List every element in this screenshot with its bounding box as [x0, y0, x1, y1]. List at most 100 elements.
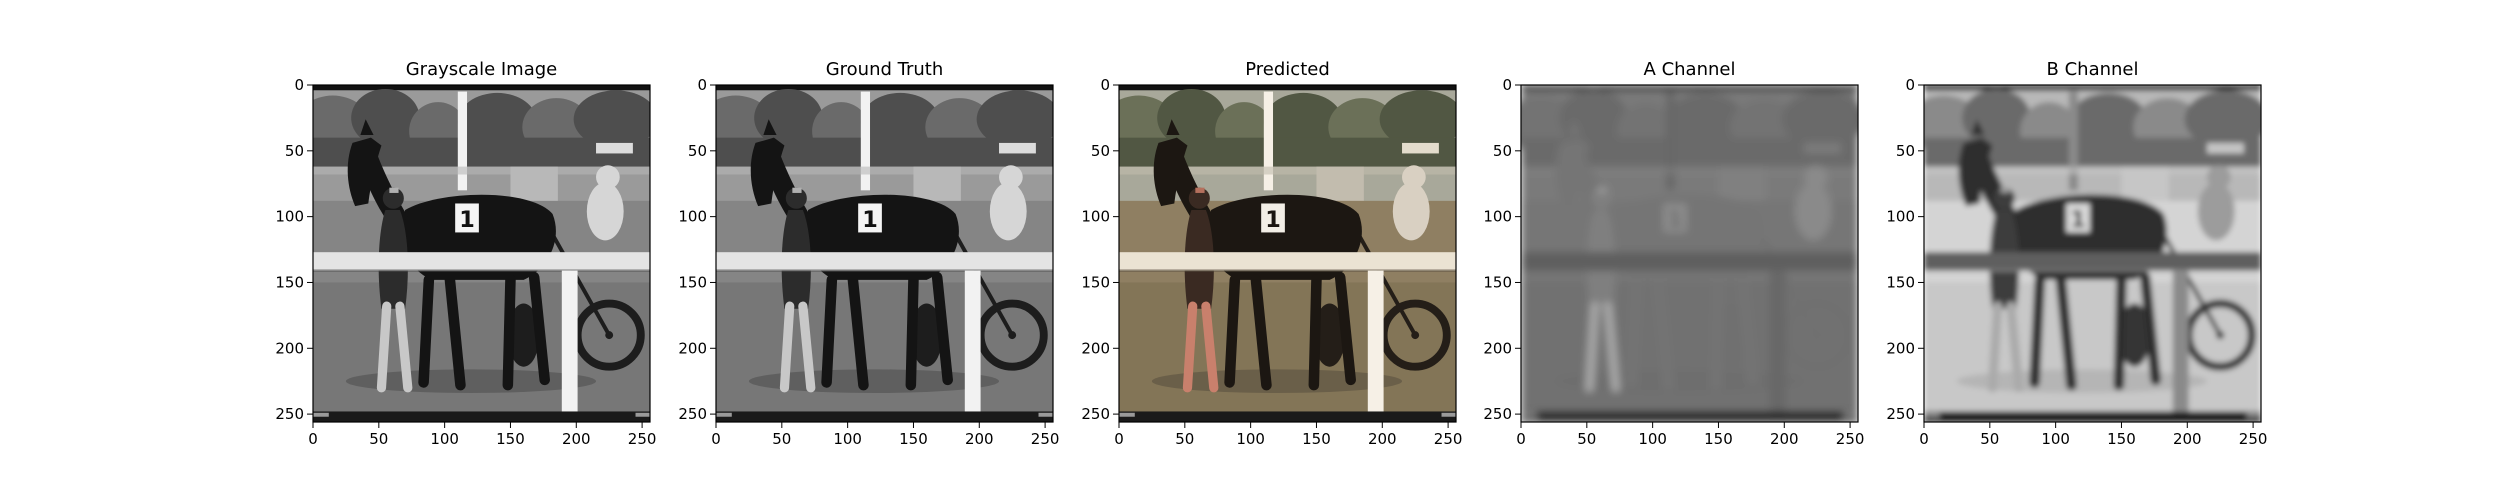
scene-person-leg [1603, 301, 1621, 393]
scene-horse-leg [1334, 271, 1356, 386]
scene-person-leg [1987, 301, 2003, 393]
scene-fence-rail [716, 252, 1053, 271]
scene-horse-head [750, 137, 785, 207]
x-tick-label: 0 [1516, 430, 1526, 448]
scene-horse-head [1153, 137, 1188, 207]
x-tick-label: 150 [496, 430, 525, 448]
y-tick-label: 50 [285, 142, 304, 160]
y-tick-label: 0 [1502, 76, 1512, 94]
scene-horse-ear [1971, 119, 1985, 136]
scene-fence-post [1769, 270, 1786, 422]
panel-image: 1 [716, 85, 1053, 422]
x-tick-label: 50 [1577, 430, 1596, 448]
scene-driver-helmet [1402, 165, 1426, 189]
scene-person-face [389, 187, 399, 193]
panel-image: 1 [1924, 85, 2261, 422]
scene-bottom-strip [1521, 411, 1858, 422]
scene-horse-leg [847, 274, 869, 391]
scene-horse-leg [418, 274, 435, 388]
scene-horse-leg [821, 274, 838, 388]
scene-bottom-mark [1924, 412, 1940, 417]
x-tick-label: 50 [369, 430, 388, 448]
panel-image: 1 [1119, 85, 1456, 422]
x-tick-label: 250 [1031, 430, 1060, 448]
scene-shaft [2159, 228, 2222, 337]
x-tick-label: 250 [628, 430, 657, 448]
y-tick-label: 100 [1886, 208, 1915, 226]
panel-image: 1 [1521, 85, 1858, 422]
scene-tree [457, 92, 537, 151]
scene-pole [1263, 91, 1274, 191]
scene-fence-post [1367, 270, 1384, 422]
scene-pole [2068, 91, 2079, 191]
x-tick-label: 150 [1704, 430, 1733, 448]
x-tick-label: 50 [1175, 430, 1194, 448]
x-tick-label: 100 [430, 430, 459, 448]
scene-tree [1379, 90, 1456, 149]
scene-bottom-strip [716, 411, 1053, 422]
scene-driver-helmet [596, 165, 620, 189]
scene-sign [999, 142, 1036, 154]
x-tick-label: 100 [1236, 430, 1265, 448]
scene-driver [1794, 182, 1832, 241]
scene-pole [1665, 91, 1676, 191]
panel-title: Ground Truth [826, 59, 944, 80]
x-tick-label: 50 [772, 430, 791, 448]
scene-bottom-mark [635, 412, 650, 417]
scene-fence-rail [1521, 252, 1858, 271]
scene-number-glyph: 1 [2070, 207, 2086, 233]
axes-frame [1520, 84, 1859, 423]
scene-fence-shadow [313, 269, 650, 272]
scene-tree [1665, 92, 1745, 151]
scene-horse-ear [1568, 119, 1582, 136]
scene-fence-shadow [716, 269, 1053, 272]
scene-sign [1402, 142, 1439, 154]
scene-fence-shadow [1521, 269, 1858, 272]
y-tick-label: 150 [1081, 273, 1110, 291]
scene-horse-ear [1166, 119, 1180, 136]
scene-sign [2207, 142, 2244, 154]
scene-fence-rail [1119, 252, 1456, 271]
scene-horse-leg [1224, 274, 1241, 388]
scene-horse-leg [2113, 274, 2127, 391]
scene-bottom-strip [313, 411, 650, 422]
x-tick-label: 100 [833, 430, 862, 448]
scene-wheel-near [1715, 303, 1748, 367]
x-tick-label: 0 [308, 430, 318, 448]
scene-bottom-mark [1441, 412, 1456, 417]
scene-number-glyph: 1 [459, 207, 475, 233]
scene-driver-helmet [2207, 165, 2231, 189]
scene-fence-post [2172, 270, 2189, 422]
scene-horse-ear [763, 119, 777, 136]
scene-number-card [858, 203, 882, 233]
y-tick-label: 200 [275, 339, 304, 357]
y-tick-label: 100 [1483, 208, 1512, 226]
x-tick-label: 250 [1434, 430, 1463, 448]
x-tick-label: 150 [2107, 430, 2136, 448]
scene-horse-leg [905, 274, 919, 391]
scene-horse-leg [931, 271, 953, 386]
y-tick-label: 0 [697, 76, 707, 94]
scene-shaft [951, 228, 1014, 337]
scene-person-face [792, 187, 802, 193]
scene-fence-rail [1924, 252, 2261, 271]
scene-person-leg [798, 301, 816, 393]
scene-person-leg [1584, 301, 1600, 393]
y-tick-label: 50 [1493, 142, 1512, 160]
scene-horse-leg [1308, 274, 1322, 391]
scene-shaft [548, 228, 611, 337]
x-tick-label: 200 [1770, 430, 1799, 448]
axes-frame [1923, 84, 2262, 423]
scene-horse-ear [360, 119, 374, 136]
scene-back-rail [1119, 166, 1456, 175]
scene-bottom-mark [2246, 412, 2261, 417]
x-tick-label: 0 [1919, 430, 1929, 448]
scene-horse-leg [1652, 274, 1674, 391]
scene-bottom-strip [1119, 411, 1456, 422]
scene-fence-rail [313, 252, 650, 271]
scene-sign [596, 142, 633, 154]
scene-horse-leg [2029, 274, 2046, 388]
scene-horse-leg [1626, 274, 1643, 388]
